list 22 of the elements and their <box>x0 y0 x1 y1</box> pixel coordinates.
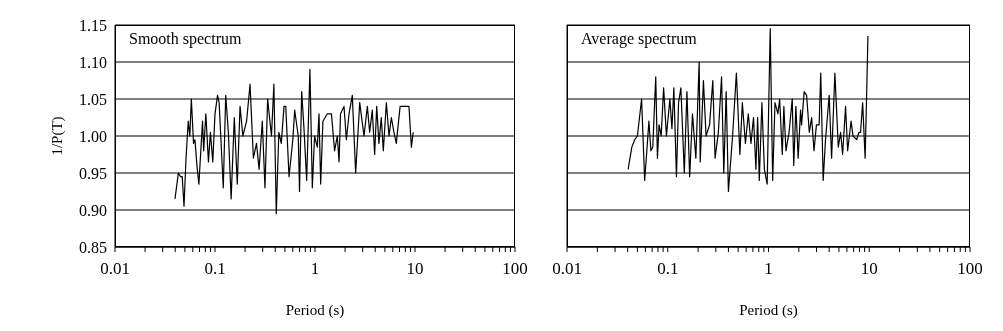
y-tick-label: 1.15 <box>79 16 107 34</box>
chart-title: Smooth spectrum <box>129 30 242 48</box>
x-tick-label: 10 <box>406 259 424 279</box>
x-tick-label: 0.1 <box>657 259 679 279</box>
y-axis-title: 1/P(T) <box>49 116 67 156</box>
chart-title: Average spectrum <box>581 30 697 48</box>
x-tick-label: 0.01 <box>100 259 130 279</box>
x-tick-label: 1 <box>310 259 320 279</box>
y-tick-label: 0.85 <box>79 238 107 256</box>
x-tick-label: 0.1 <box>204 259 226 279</box>
y-tick-label: 1.05 <box>79 90 107 108</box>
x-tick-label: 0.01 <box>552 259 582 279</box>
x-tick-label: 100 <box>957 259 983 279</box>
x-tick-label: 100 <box>502 259 528 279</box>
x-tick-label: 1 <box>764 259 773 279</box>
y-tick-label: 1.00 <box>79 127 107 145</box>
y-tick-label: 1.10 <box>79 53 107 71</box>
x-axis-title: Period (s) <box>739 302 798 319</box>
x-axis-title: Period (s) <box>285 302 345 319</box>
y-tick-label: 0.90 <box>79 201 107 219</box>
y-tick-label: 0.95 <box>79 164 107 182</box>
x-tick-label: 10 <box>860 259 878 279</box>
